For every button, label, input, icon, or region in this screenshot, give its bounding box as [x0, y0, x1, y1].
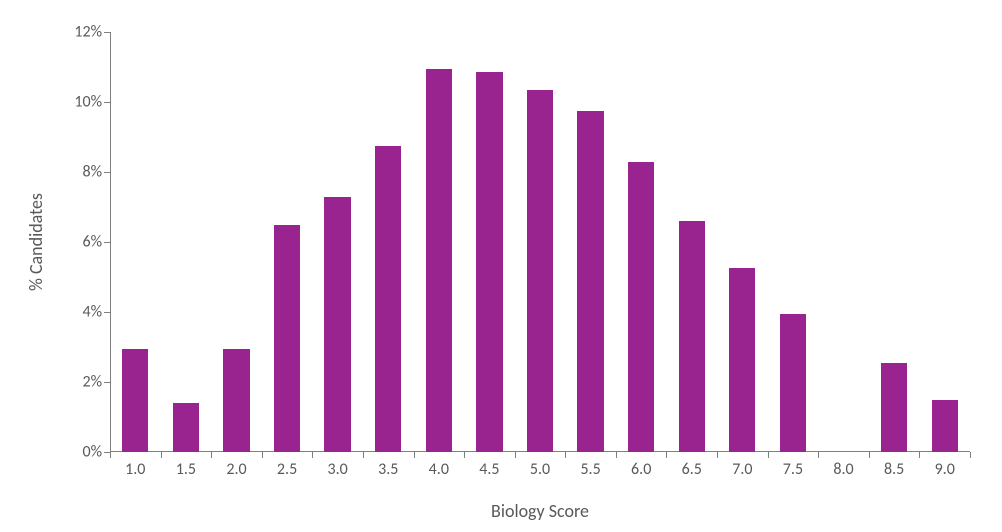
x-tick-label: 3.0	[328, 452, 348, 479]
x-tick-mark	[717, 452, 718, 458]
y-tick-label: 4%	[82, 303, 110, 322]
x-tick-mark	[363, 452, 364, 458]
bar	[932, 400, 958, 453]
x-tick-label: 2.0	[226, 452, 246, 479]
x-tick-mark	[970, 452, 971, 458]
x-tick-label: 7.0	[732, 452, 752, 479]
x-tick-mark	[211, 452, 212, 458]
x-tick-label: 6.0	[631, 452, 651, 479]
x-tick-mark	[818, 452, 819, 458]
x-tick-mark	[869, 452, 870, 458]
bar	[679, 221, 705, 452]
bar	[324, 197, 350, 453]
bar	[729, 268, 755, 452]
x-tick-mark	[161, 452, 162, 458]
y-tick-label: 2%	[82, 373, 110, 392]
y-axis-line	[110, 32, 111, 452]
x-tick-mark	[110, 452, 111, 458]
bar	[577, 111, 603, 452]
x-tick-label: 3.5	[378, 452, 398, 479]
y-tick-label: 0%	[82, 443, 110, 462]
x-tick-mark	[262, 452, 263, 458]
x-tick-mark	[768, 452, 769, 458]
x-tick-label: 4.5	[479, 452, 499, 479]
bar	[426, 69, 452, 452]
bar	[780, 314, 806, 452]
bar	[527, 90, 553, 452]
x-tick-label: 8.0	[833, 452, 853, 479]
y-axis-title: % Candidates	[25, 193, 47, 291]
chart-container: 0% 2% 4% 6% 8% 10% 12% 1.0 1.5 2.0 2.5 3.0 3.5 4.0 4.5…	[0, 0, 1002, 532]
bar	[628, 162, 654, 453]
x-tick-label: 5.0	[530, 452, 550, 479]
bar	[223, 349, 249, 452]
x-tick-label: 6.5	[682, 452, 702, 479]
x-tick-mark	[666, 452, 667, 458]
x-tick-label: 1.5	[176, 452, 196, 479]
x-tick-mark	[312, 452, 313, 458]
bar	[122, 349, 148, 452]
x-tick-label: 4.0	[429, 452, 449, 479]
bar	[375, 146, 401, 452]
bar	[274, 225, 300, 453]
x-tick-label: 1.0	[125, 452, 145, 479]
x-tick-label: 9.0	[935, 452, 955, 479]
y-tick-label: 6%	[82, 233, 110, 252]
x-tick-mark	[414, 452, 415, 458]
x-tick-label: 8.5	[884, 452, 904, 479]
x-tick-label: 5.5	[580, 452, 600, 479]
x-axis-title: Biology Score	[491, 500, 589, 522]
x-tick-mark	[464, 452, 465, 458]
plot-area: 0%2%4%6%8%10%12%1.01.52.02.53.03.54.04.5…	[110, 32, 970, 452]
bar	[173, 403, 199, 452]
y-tick-label: 8%	[82, 163, 110, 182]
x-tick-mark	[919, 452, 920, 458]
y-tick-label: 10%	[74, 93, 110, 112]
bar	[881, 363, 907, 452]
x-tick-mark	[616, 452, 617, 458]
x-tick-label: 7.5	[783, 452, 803, 479]
x-tick-mark	[515, 452, 516, 458]
bar	[476, 72, 502, 452]
y-tick-label: 12%	[74, 23, 110, 42]
x-tick-mark	[565, 452, 566, 458]
x-tick-label: 2.5	[277, 452, 297, 479]
